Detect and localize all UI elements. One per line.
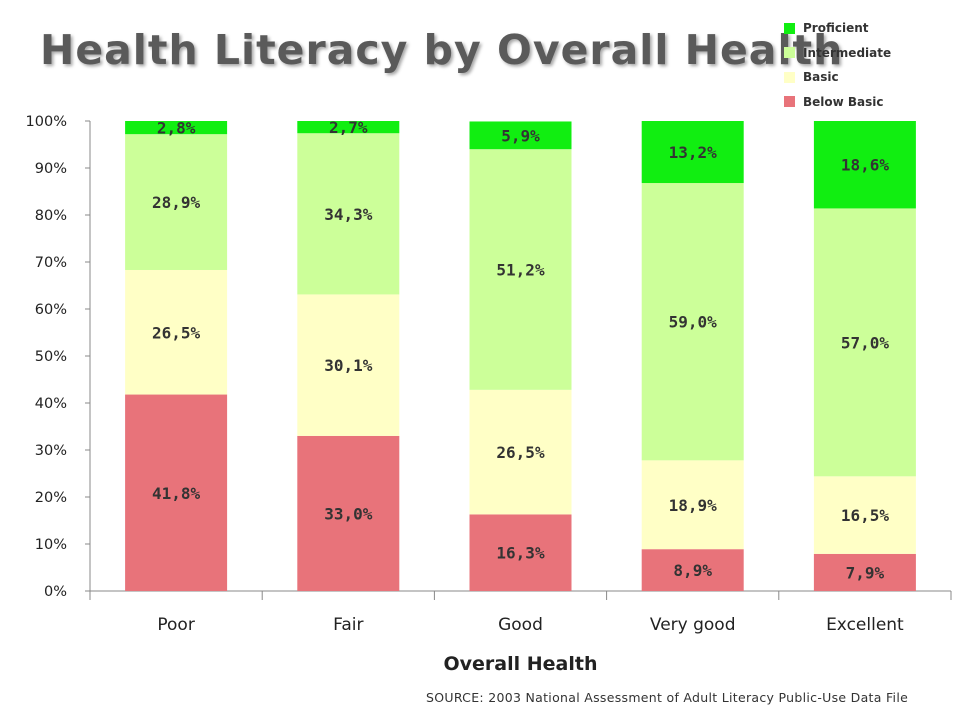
data-label: 26,5% [152, 323, 201, 342]
y-tick-label: 0% [44, 584, 67, 600]
bar-below-basic-fair [297, 435, 400, 591]
x-tick-label: Very good [650, 615, 736, 635]
data-label: 30,1% [324, 356, 373, 375]
bar-basic-poor [125, 269, 228, 395]
data-label: 2,8% [157, 119, 196, 138]
data-label: 51,2% [496, 261, 545, 280]
bar-proficient-good [469, 121, 572, 150]
y-tick-label: 60% [35, 302, 67, 318]
data-label: 59,0% [669, 313, 718, 332]
bar-intermediate-poor [125, 134, 228, 270]
x-tick-label: Good [498, 615, 543, 635]
bar-intermediate-excellent [813, 208, 916, 477]
y-tick-label: 30% [35, 443, 67, 459]
legend-item-proficient: Proficient [784, 16, 891, 41]
bar-proficient-fair [297, 121, 400, 134]
y-tick-label: 100% [26, 114, 67, 130]
legend-label-basic: Basic [803, 70, 839, 85]
legend: Proficient Intermediate Basic Below Basi… [784, 16, 891, 114]
bar-basic-very-good [641, 460, 744, 550]
y-tick-label: 10% [35, 537, 67, 553]
bar-basic-excellent [813, 476, 916, 554]
bar-below-basic-excellent [813, 553, 916, 591]
data-label: 5,9% [501, 126, 540, 145]
data-label: 33,0% [324, 504, 373, 523]
y-tick-label: 70% [35, 255, 67, 271]
y-tick-label: 20% [35, 490, 67, 506]
bar-intermediate-very-good [641, 183, 744, 461]
data-label: 41,8% [152, 484, 201, 503]
bar-proficient-very-good [641, 121, 744, 184]
y-tick-label: 40% [35, 396, 67, 412]
legend-swatch-basic [784, 71, 795, 83]
x-tick-label: Fair [333, 615, 363, 635]
bar-basic-good [469, 389, 572, 515]
legend-label-intermediate: Intermediate [803, 45, 892, 60]
source-note: SOURCE: 2003 National Assessment of Adul… [426, 690, 909, 705]
bar-intermediate-good [469, 149, 572, 390]
bar-below-basic-good [469, 514, 572, 591]
data-label: 2,7% [329, 118, 368, 137]
bar-proficient-excellent [813, 121, 916, 209]
legend-item-below-basic: Below Basic [784, 90, 891, 115]
data-label: 18,9% [669, 496, 718, 515]
legend-label-below-basic: Below Basic [803, 94, 884, 109]
legend-swatch-intermediate [784, 47, 795, 59]
data-label: 18,6% [841, 156, 890, 175]
data-label: 16,3% [496, 544, 545, 563]
x-axis-title: Overall Health [444, 653, 598, 675]
bar-basic-fair [297, 294, 400, 436]
chart-title: Health Literacy by Overall Health [40, 26, 844, 74]
x-tick-label: Poor [157, 615, 194, 635]
legend-swatch-below-basic [784, 96, 795, 108]
y-tick-label: 90% [35, 161, 67, 177]
bar-intermediate-fair [297, 133, 400, 295]
bar-below-basic-very-good [641, 549, 744, 591]
data-label: 57,0% [841, 333, 890, 352]
y-tick-label: 80% [35, 208, 67, 224]
data-label: 8,9% [673, 561, 712, 580]
bar-proficient-poor [125, 121, 228, 135]
legend-label-proficient: Proficient [803, 21, 869, 36]
legend-item-basic: Basic [784, 65, 891, 90]
legend-item-intermediate: Intermediate [784, 41, 891, 66]
data-label: 28,9% [152, 193, 201, 212]
data-label: 34,3% [324, 205, 373, 224]
x-tick-label: Excellent [826, 615, 904, 635]
y-tick-label: 50% [35, 349, 67, 365]
data-label: 13,2% [669, 143, 718, 162]
legend-swatch-proficient [784, 22, 795, 34]
data-label: 7,9% [846, 563, 885, 582]
bar-below-basic-poor [125, 394, 228, 591]
data-label: 26,5% [496, 443, 545, 462]
data-label: 16,5% [841, 506, 890, 525]
